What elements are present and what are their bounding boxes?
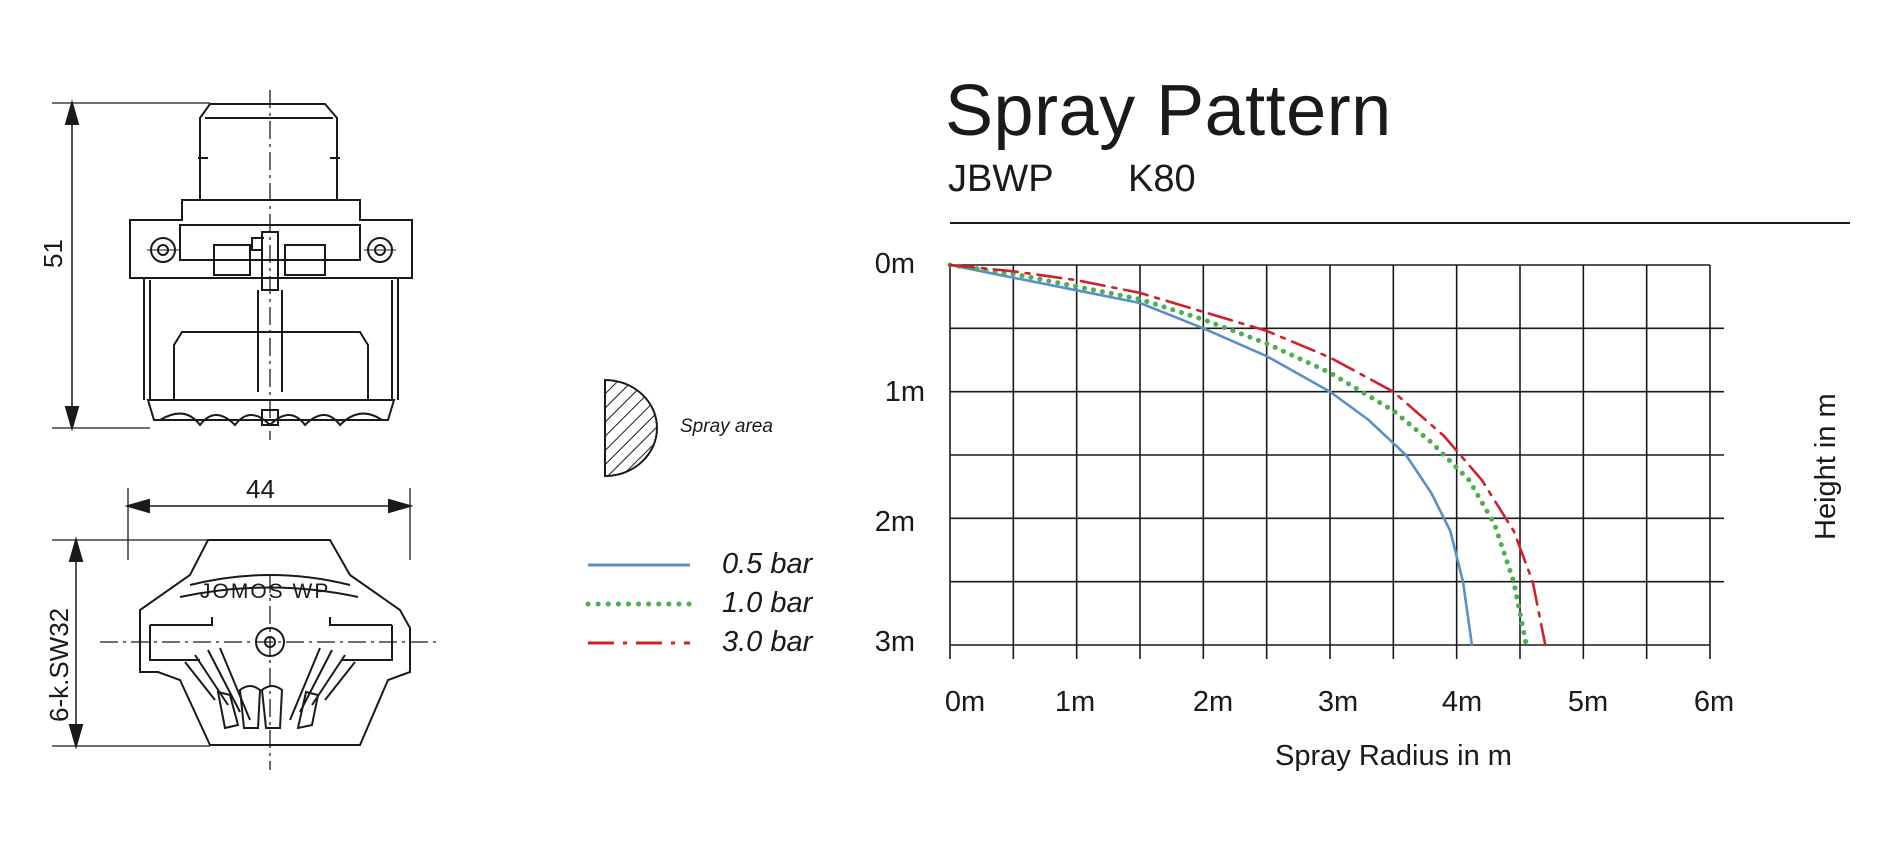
chart-title: Spray Pattern <box>945 71 1392 151</box>
y-tick-label: 2m <box>874 506 915 538</box>
series-line-3.0-bar <box>948 263 1547 647</box>
series-line-1.0-bar <box>947 262 1529 648</box>
chart-grid <box>949 264 1724 659</box>
x-tick-label: 6m <box>1693 686 1735 718</box>
x-axis-title: Spray Radius in m <box>1275 740 1512 772</box>
y-tick-label: 1m <box>884 376 925 408</box>
sprinkler-top-view <box>52 488 440 770</box>
x-tick-label: 1m <box>1054 686 1096 718</box>
x-tick-label: 5m <box>1567 686 1609 718</box>
x-tick-label: 0m <box>944 686 986 718</box>
spray-area-label: Spray area <box>680 416 773 437</box>
legend-label-1.0-bar: 1.0 bar <box>722 587 813 619</box>
x-tick-label: 3m <box>1317 686 1359 718</box>
width-dimension-label: 44 <box>246 474 275 504</box>
chart-subtitle-k-factor: K80 <box>1128 158 1196 200</box>
chart-subtitle-model: JBWP <box>948 158 1054 200</box>
y-tick-label: 3m <box>874 626 915 658</box>
x-tick-label: 4m <box>1441 686 1483 718</box>
x-tick-label: 2m <box>1192 686 1234 718</box>
sprinkler-technical-drawing <box>52 90 440 770</box>
y-axis-title: Height in m <box>1810 393 1842 540</box>
legend-label-0.5-bar: 0.5 bar <box>722 548 813 580</box>
sprinkler-side-view <box>52 90 413 440</box>
y-tick-label: 0m <box>874 248 915 280</box>
title-divider <box>950 222 1850 224</box>
legend <box>585 563 693 645</box>
logo-embossing: JOMOS WP <box>200 580 331 603</box>
series-line-0.5-bar <box>948 263 1474 647</box>
legend-label-3.0-bar: 3.0 bar <box>722 626 813 658</box>
spray-area-icon <box>604 378 658 478</box>
chart-series <box>947 262 1547 648</box>
